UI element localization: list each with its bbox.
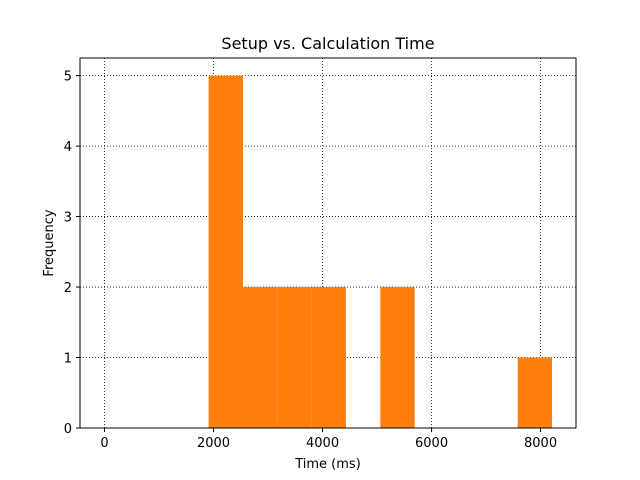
x-axis-label: Time (ms): [294, 457, 361, 472]
chart-title: Setup vs. Calculation Time: [221, 34, 434, 53]
histogram-bar: [242, 287, 278, 428]
y-tick-label: 3: [64, 211, 72, 226]
histogram-bar: [311, 287, 346, 428]
x-tick-label: 6000: [415, 436, 448, 451]
x-tick-label: 0: [100, 436, 108, 451]
ticks: 0 2000 4000 6000 8000 0 1 2 3 4 5: [64, 70, 557, 451]
x-tick-label: 8000: [524, 436, 557, 451]
histogram-bar: [277, 287, 312, 428]
bars: [208, 75, 553, 428]
y-tick-label: 2: [64, 281, 72, 296]
x-tick-label: 4000: [306, 436, 339, 451]
x-tick-label: 2000: [197, 436, 230, 451]
y-tick-label: 4: [64, 140, 72, 155]
y-tick-label: 5: [64, 70, 72, 85]
histogram-bar: [517, 357, 553, 428]
histogram-bar: [208, 75, 243, 428]
y-tick-label: 0: [64, 422, 72, 437]
y-tick-label: 1: [64, 352, 72, 367]
y-axis-label: Frequency: [42, 209, 57, 276]
histogram-bar: [380, 287, 415, 428]
axes-frame: [79, 57, 577, 429]
